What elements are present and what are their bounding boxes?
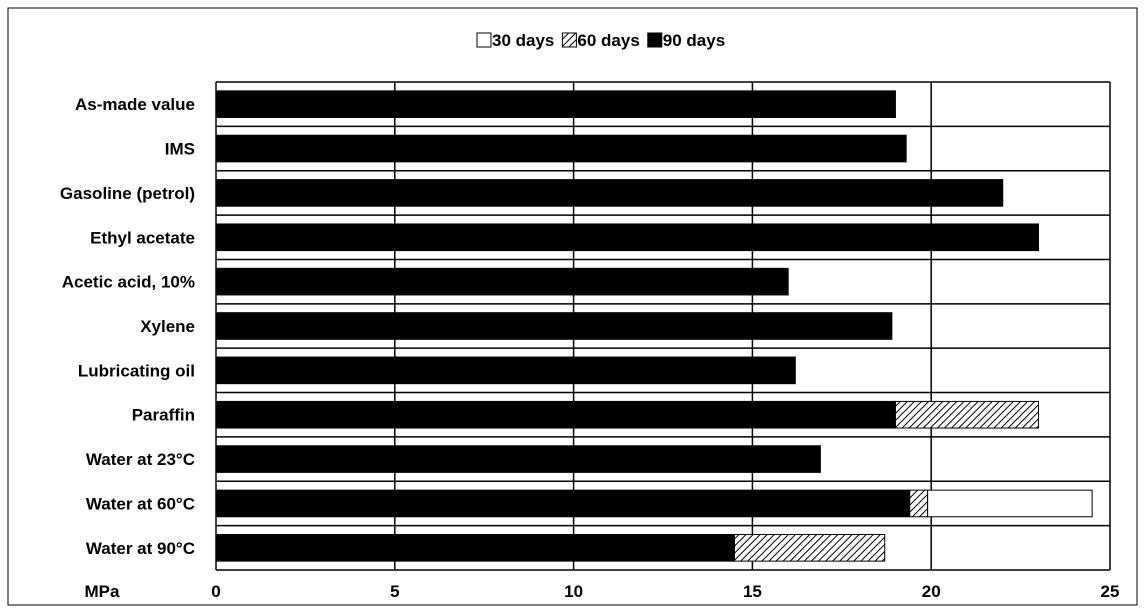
x-tick-label: 15 xyxy=(743,582,762,601)
x-tick-label: 5 xyxy=(390,582,399,601)
category-label: Acetic acid, 10% xyxy=(62,273,195,292)
category-label: Gasoline (petrol) xyxy=(60,184,195,203)
category-label: Lubricating oil xyxy=(78,361,195,380)
legend-label: 60 days xyxy=(577,31,639,50)
category-label: IMS xyxy=(165,140,195,159)
bar-60-days xyxy=(894,400,1039,429)
category-labels: As-made value IMS Gasoline (petrol) Ethyl a… xyxy=(60,95,195,558)
grid xyxy=(215,81,1111,571)
bars xyxy=(215,90,1093,562)
category-label: Paraffin xyxy=(132,406,195,425)
category-label: Xylene xyxy=(140,317,195,336)
category-label: Ethyl acetate xyxy=(90,228,195,247)
bar-90-days xyxy=(215,445,821,473)
category-label: As-made value xyxy=(75,95,195,114)
legend-label: 30 days xyxy=(492,31,554,50)
legend-swatch xyxy=(561,32,577,48)
bar-60-days xyxy=(909,489,929,518)
bar-90-days xyxy=(215,267,789,296)
bar-90-days xyxy=(215,90,896,118)
bar-90-days xyxy=(215,179,1004,207)
category-label: Water at 23°C xyxy=(86,450,195,469)
legend: 30 days 60 days 90 days xyxy=(476,31,725,50)
x-unit-label: MPa xyxy=(85,582,121,601)
bar-90-days xyxy=(215,223,1039,252)
category-label: Water at 60°C xyxy=(86,494,195,513)
x-tick-label: 25 xyxy=(1101,582,1120,601)
x-tick-label: 0 xyxy=(211,582,220,601)
legend-swatch xyxy=(647,32,663,48)
x-tick-label: 20 xyxy=(922,582,941,601)
bar-90-days xyxy=(215,400,896,429)
category-label: Water at 90°C xyxy=(86,539,195,558)
bar-90-days xyxy=(215,489,911,518)
bar-90-days xyxy=(215,534,736,562)
bar-90-days xyxy=(215,356,796,385)
bar-60-days xyxy=(734,534,886,562)
bar-30-days xyxy=(927,489,1093,518)
x-axis: 0 5 10 15 20 25 xyxy=(211,582,1119,601)
legend-label: 90 days xyxy=(663,31,725,50)
bar-90-days xyxy=(215,312,893,340)
x-tick-label: 10 xyxy=(564,582,583,601)
legend-swatch xyxy=(476,32,492,48)
bar-90-days xyxy=(215,134,907,163)
